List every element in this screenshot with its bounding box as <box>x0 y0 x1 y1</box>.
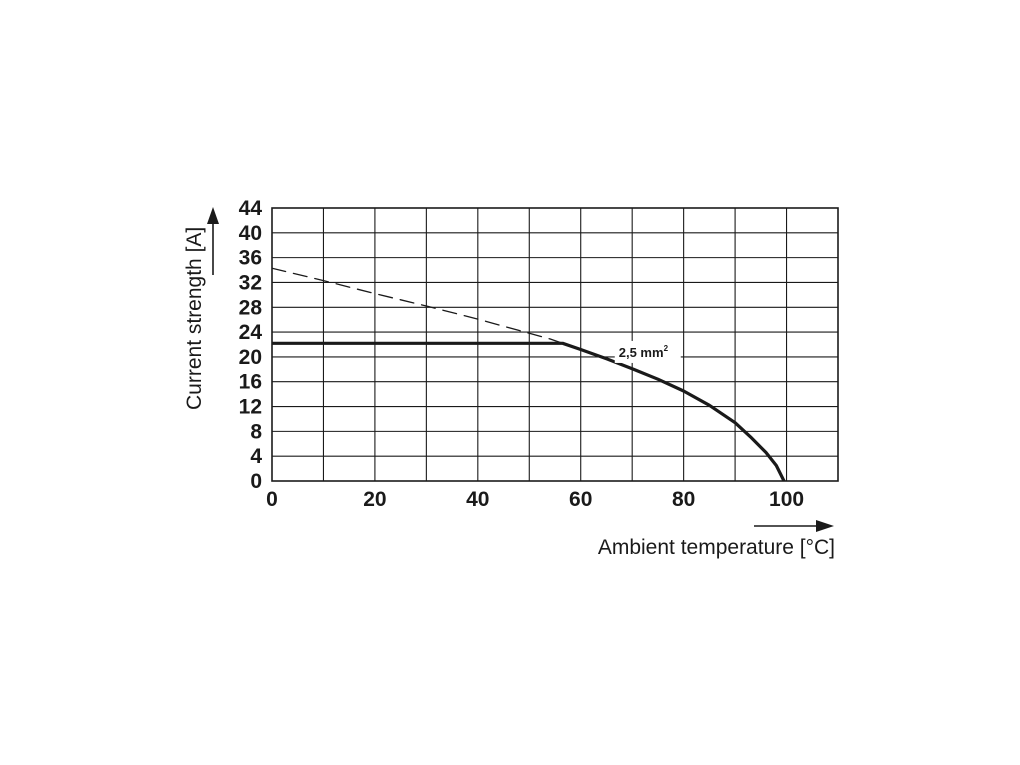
series-layer <box>272 267 786 481</box>
x-tick-label: 20 <box>363 488 386 511</box>
series-annotation: 2,5 mm2 <box>614 340 681 363</box>
y-tick-label: 40 <box>239 222 262 245</box>
x-tick-labels: 0 20 40 60 80 100 <box>266 488 804 511</box>
x-tick-label: 100 <box>769 488 804 511</box>
x-tick-label: 60 <box>569 488 592 511</box>
x-tick-label: 0 <box>266 488 278 511</box>
annotation-background <box>614 340 681 363</box>
x-tick-label: 40 <box>466 488 489 511</box>
series-label-superscript: 2 <box>664 344 669 353</box>
y-tick-label: 36 <box>239 247 262 270</box>
y-tick-label: 20 <box>239 346 262 369</box>
series-line-dashed <box>272 267 564 344</box>
plot-frame <box>271 207 839 482</box>
series-label-text: 2,5 mm <box>619 345 664 360</box>
series-line-2-5-mm2 <box>272 341 786 481</box>
y-axis-arrow <box>207 207 219 275</box>
x-axis-label: Ambient temperature [°C] <box>598 536 835 559</box>
y-tick-label: 12 <box>239 396 262 419</box>
y-tick-label: 8 <box>250 420 262 443</box>
y-axis-label: Current strength [A] <box>183 227 206 410</box>
y-tick-label: 0 <box>250 470 262 493</box>
y-tick-label: 4 <box>250 445 262 468</box>
y-tick-label: 16 <box>239 371 262 394</box>
y-tick-label: 28 <box>239 296 263 319</box>
y-tick-label: 44 <box>239 197 263 220</box>
x-axis-arrow <box>754 520 834 532</box>
y-tick-label: 32 <box>239 271 262 294</box>
grid <box>272 208 838 481</box>
series-label: 2,5 mm2 <box>619 344 669 360</box>
x-tick-label: 80 <box>672 488 695 511</box>
y-tick-label: 24 <box>239 321 263 344</box>
